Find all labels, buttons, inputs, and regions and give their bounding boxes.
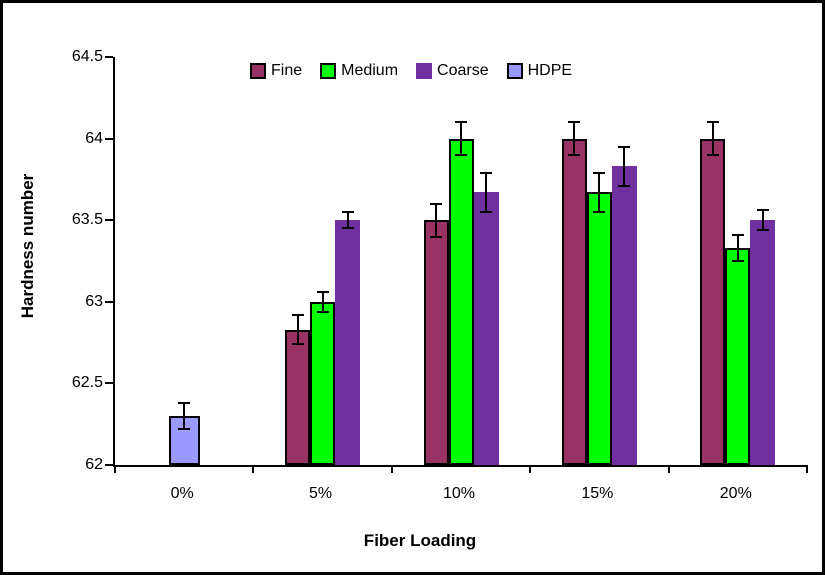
error-bar-cap-top (731, 233, 744, 236)
x-tick-mark (252, 465, 255, 473)
error-bar-cap-top (291, 313, 304, 316)
legend-label-coarse: Coarse (437, 62, 489, 79)
legend-item-fine: Fine (250, 62, 302, 80)
error-bar-cap-top (618, 145, 631, 148)
error-bar-cap-top (568, 121, 581, 124)
y-tick-mark (105, 219, 113, 222)
error-bar-fine-5% (296, 314, 299, 345)
error-bar-coarse-5% (346, 212, 349, 229)
x-category-label: 5% (309, 485, 333, 502)
error-bar-coarse-15% (623, 146, 626, 186)
error-bar-cap-bottom (455, 153, 467, 156)
legend-label-hdpe: HDPE (527, 62, 573, 79)
bar-medium-10% (448, 138, 474, 465)
y-tick-label: 64.5 (71, 48, 103, 65)
error-bar-cap-bottom (756, 228, 769, 231)
legend-item-medium: Medium (320, 62, 398, 80)
x-tick-mark (390, 465, 393, 473)
bar-coarse-15% (611, 166, 637, 465)
x-tick-mark (667, 465, 670, 473)
error-bar-cap-bottom (430, 235, 442, 238)
error-bar-cap-bottom (731, 260, 744, 262)
legend-swatch-hdpe-icon (506, 63, 523, 79)
error-bar-fine-15% (573, 122, 576, 155)
error-bar-coarse-20% (761, 210, 764, 230)
bar-medium-5% (310, 301, 336, 465)
x-category-label: 10% (442, 485, 476, 502)
bar-fine-15% (561, 138, 587, 465)
legend-swatch-coarse-icon (416, 63, 433, 79)
legend-label-medium: Medium (341, 62, 399, 79)
error-bar-cap-bottom (568, 153, 581, 156)
error-bar-cap-top (756, 209, 769, 212)
y-tick-label: 64 (85, 129, 103, 147)
legend-label-fine: Fine (271, 62, 303, 79)
bar-medium-20% (725, 247, 751, 465)
error-bar-cap-top (455, 121, 467, 124)
bar-coarse-5% (335, 220, 361, 465)
error-bar-medium-10% (460, 122, 462, 155)
error-bar-cap-top (316, 291, 329, 293)
error-bar-cap-top (706, 121, 719, 124)
y-tick-mark (105, 56, 113, 58)
y-tick-label: 63.5 (71, 211, 103, 229)
bar-coarse-20% (750, 220, 776, 465)
x-category-label: 15% (581, 485, 614, 502)
y-axis-title: Hardness number (18, 173, 37, 319)
legend: Fine Medium Coarse HDPE (250, 62, 572, 80)
error-bar-medium-15% (598, 172, 601, 213)
x-category-label: 20% (719, 485, 752, 502)
bar-fine-5% (285, 329, 311, 465)
y-tick-mark (105, 137, 113, 140)
x-axis-title: Fiber Loading (363, 531, 477, 550)
y-tick-label: 62 (85, 456, 103, 473)
error-bar-cap-bottom (341, 227, 354, 230)
error-bar-cap-bottom (291, 343, 304, 346)
y-tick-label: 63 (85, 292, 103, 310)
error-bar-cap-bottom (618, 184, 631, 187)
error-bar-cap-bottom (706, 153, 719, 156)
error-bar-cap-bottom (480, 211, 492, 214)
bar-fine-20% (700, 138, 726, 465)
error-bar-medium-20% (736, 234, 739, 261)
y-tick-mark (105, 382, 113, 385)
x-tick-mark (806, 465, 808, 473)
x-category-label: 0% (170, 485, 194, 502)
y-tick-mark (105, 464, 113, 466)
plot-area (105, 56, 808, 473)
bar-medium-15% (586, 192, 612, 465)
error-bar-cap-top (430, 202, 442, 205)
error-bar-cap-bottom (178, 428, 191, 431)
y-tick-label: 62.5 (71, 374, 103, 392)
error-bar-cap-bottom (316, 310, 329, 313)
x-tick-mark (114, 465, 116, 473)
legend-item-hdpe: HDPE (506, 62, 573, 80)
error-bar-coarse-10% (485, 172, 487, 213)
legend-swatch-medium-icon (320, 63, 337, 79)
error-bar-cap-top (593, 171, 606, 174)
error-bar-cap-top (178, 401, 191, 404)
error-bar-cap-top (480, 171, 492, 174)
error-bar-fine-20% (711, 122, 714, 155)
bar-fine-10% (423, 220, 449, 465)
error-bar-cap-bottom (593, 211, 606, 214)
legend-item-coarse: Coarse (416, 62, 489, 80)
legend-swatch-fine-icon (250, 63, 266, 79)
error-bar-cap-top (341, 211, 354, 214)
bar-coarse-10% (473, 192, 499, 465)
error-bar-fine-10% (435, 203, 437, 237)
error-bar-medium-5% (321, 292, 324, 312)
y-tick-mark (105, 300, 113, 303)
x-tick-mark (529, 465, 532, 473)
error-bar-hdpe-0% (183, 402, 186, 430)
